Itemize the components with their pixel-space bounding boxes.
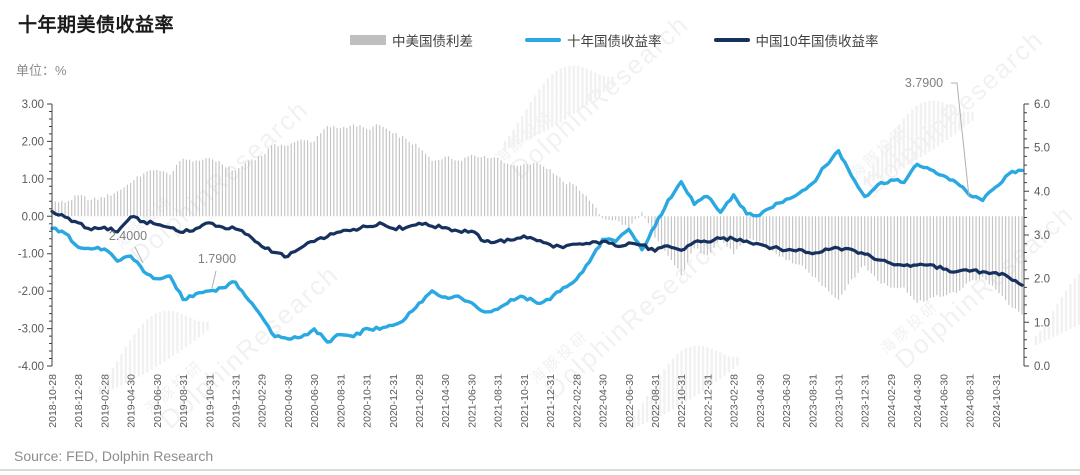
watermark-bars-path [98,310,209,395]
x-axis-label: 2021-12-31 [545,374,557,428]
x-axis-label: 2020-02-29 [257,374,269,428]
axis-lines [47,103,1029,367]
x-axis-label: 2019-12-31 [231,374,243,428]
watermark-dolphin-bars-icon [98,310,209,395]
x-axis-label: 2022-08-31 [650,374,662,428]
watermark-bars-path [863,100,974,185]
x-axis-label: 2023-02-28 [729,374,741,428]
x-axis-label: 2020-12-31 [388,374,400,428]
x-axis-label: 2024-02-29 [886,374,898,428]
unit-label: 单位：% [16,63,67,78]
series-lines [50,148,1024,344]
y-axis-right-label: 6.0 [1034,99,1050,111]
x-axis-label: 2018-12-28 [73,374,85,428]
x-axis-label: 2020-10-31 [362,374,374,428]
legend-label: 中美国债利差 [392,34,473,49]
x-axis-label: 2022-04-30 [598,374,610,428]
line-swatch-icon [713,37,750,43]
y-axis-right-label: 5.0 [1034,143,1050,155]
watermark-dolphin-bars-icon [863,100,974,185]
x-axis-label: 2019-04-30 [126,374,138,428]
x-axis-label: 2022-06-30 [624,374,636,428]
watermark-bars-path [1034,273,1080,345]
y-axis-right-label: 0.0 [1034,361,1050,373]
x-axis-label: 2024-08-31 [965,374,977,428]
page-title: 十年期美债收益率 [18,15,175,36]
x-axis-label: 2024-04-30 [912,374,924,428]
y-axis-right-label: 4.0 [1034,186,1050,198]
y-axis-right-label: 2.0 [1034,274,1050,286]
y-axis-left-label: 3.00 [22,99,44,111]
y-axis-left-label: -1.00 [18,249,44,261]
x-axis-label: 2020-08-31 [335,374,347,428]
watermark-dolphin-bars-icon [628,345,739,430]
y-axis-left-label: 0.00 [22,211,44,223]
y-axis-left-label: -4.00 [18,361,44,373]
watermark-bars-path [503,65,614,150]
line-swatch-icon [525,37,561,43]
axes: 3.00 2.00 1.00 0.00 -1.00 -2.00 -3.00 -4.00 6.0 5… [18,99,1050,373]
us10y-line [50,148,1024,344]
y-axis-left-label: -3.00 [18,324,44,336]
data-annotation-label: 3.7900 [905,76,943,90]
y-axis-left-label: 2.00 [22,136,44,148]
watermark-dolphin-bars-icon [503,65,614,150]
annotation-leader-line [951,82,970,198]
x-axis-label: 2021-02-28 [414,374,426,428]
x-axis-label: 2019-08-31 [178,374,190,428]
x-axis-label: 2024-06-30 [938,374,950,428]
x-axis-labels: 2018-10-28 2018-12-28 2019-02-28 2019-04-30… [47,374,1003,428]
x-axis-label: 2021-06-30 [467,374,479,428]
x-axis-label: 2024-10-31 [991,374,1003,428]
x-axis-label: 2021-08-31 [493,374,505,428]
x-axis-label: 2023-12-31 [860,374,872,428]
x-axis-label: 2022-02-28 [571,374,583,428]
legend-item-spread[interactable]: 中美国债利差 [350,30,473,50]
legend-label: 十年国债收益率 [567,34,662,49]
x-axis-label: 2021-10-31 [519,374,531,428]
x-axis-label: 2019-02-28 [99,374,111,428]
x-axis-label: 2021-04-30 [440,374,452,428]
annotations: 2.4000 1.7900 3.7900 [109,76,970,289]
x-axis-label: 2023-06-30 [781,374,793,428]
source-note: Source: FED, Dolphin Research [14,448,214,464]
legend-label: 中国10年国债收益率 [755,34,879,49]
annotation-leader-line [211,270,217,289]
y-axis-right-label: 1.0 [1034,317,1050,329]
y-axis-left-label: -2.00 [18,286,44,298]
x-axis-label: 2022-12-31 [702,374,714,428]
bottom-divider [0,469,1080,471]
x-axis-label: 2020-06-30 [309,374,321,428]
watermark-dolphin-bars-icon [1034,273,1080,345]
annotation-leader-line [134,246,144,264]
cn10y-line [50,209,1024,287]
x-axis-label: 2019-10-31 [204,374,216,428]
x-axis-label: 2023-10-31 [834,374,846,428]
data-annotation-label: 1.7900 [198,252,236,266]
bar-swatch-icon [350,35,386,45]
x-axis-label: 2019-06-30 [152,374,164,428]
x-axis-label: 2023-04-30 [755,374,767,428]
x-axis-label: 2020-04-30 [283,374,295,428]
x-axis-label: 2022-10-31 [676,374,688,428]
watermark-en-text: DolphinResearch [504,9,695,185]
x-axis-label: 2018-10-28 [47,374,59,428]
legend-item-us10y[interactable]: 十年国债收益率 [525,30,662,50]
watermark-bars-path [628,345,739,430]
x-axis-label: 2023-08-31 [807,374,819,428]
data-annotation-label: 2.4000 [109,229,147,243]
y-axis-left-label: 1.00 [22,174,44,186]
legend: 中美国债利差 十年国债收益率 中国10年国债收益率 [350,30,879,50]
legend-item-cn10y[interactable]: 中国10年国债收益率 [713,30,879,50]
y-axis-right-label: 3.0 [1034,230,1050,242]
